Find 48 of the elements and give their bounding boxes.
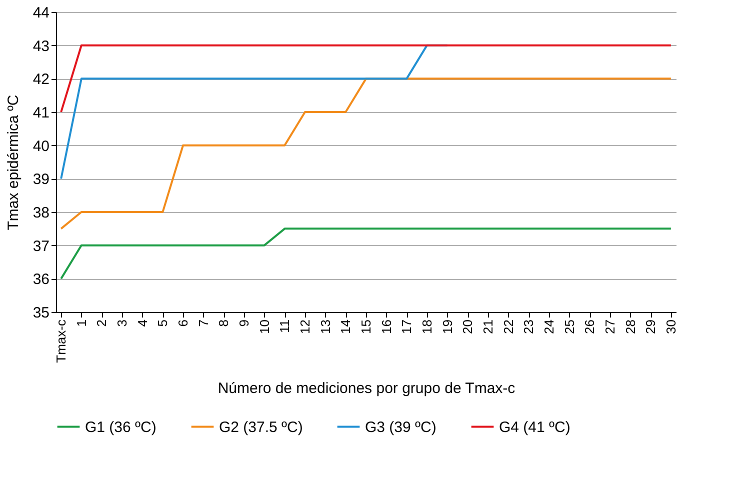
x-tick-label: 7: [196, 320, 211, 327]
x-tick-label: 27: [602, 320, 618, 334]
y-tick-label: 42: [32, 71, 50, 88]
y-tick-label: 44: [32, 4, 50, 22]
y-tick-label: 41: [32, 104, 50, 122]
x-tick-label: 3: [114, 320, 130, 327]
x-tick-label: 9: [236, 320, 252, 327]
x-tick-label: 1: [74, 320, 89, 327]
y-tick-label: 36: [32, 271, 50, 288]
x-tick-label: 30: [663, 320, 678, 334]
y-tick-label: 43: [32, 38, 50, 55]
legend-label: G2 (37.5 ºC): [219, 418, 303, 436]
x-tick-label: 5: [155, 320, 170, 327]
x-tick-label: 17: [399, 320, 414, 334]
x-tick-label: 12: [298, 320, 313, 334]
x-tick-label: 4: [134, 320, 150, 327]
x-tick-label: 25: [562, 320, 577, 334]
x-tick-label: 28: [622, 320, 638, 334]
y-tick-label: 38: [32, 204, 50, 222]
legend-label: G3 (39 ºC): [365, 418, 436, 436]
x-tick-label: 29: [643, 320, 658, 334]
x-tick-label: 6: [176, 320, 191, 327]
x-tick-label: Tmax-c: [54, 319, 69, 363]
y-tick-label: 37: [32, 238, 50, 255]
x-tick-label: 10: [256, 320, 272, 334]
x-tick-label: 23: [521, 320, 536, 334]
y-axis-title: Tmax epidérmica ºC: [4, 94, 22, 230]
y-tick-label: 40: [32, 138, 50, 155]
legend-label: G1 (36 ºC): [85, 418, 156, 436]
x-tick-label: 24: [541, 320, 556, 334]
x-axis-title: Número de mediciones por grupo de Tmax-c: [218, 380, 516, 397]
x-tick-label: 15: [358, 320, 374, 334]
x-tick-label: 26: [582, 320, 598, 334]
line-series: [60, 78, 672, 230]
x-tick-label: 14: [338, 320, 354, 334]
x-tick-label: 18: [419, 320, 434, 334]
y-tick-label: 35: [32, 304, 50, 322]
x-tick-label: 21: [480, 320, 496, 334]
legend-label: G4 (41 ºC): [499, 418, 570, 436]
y-tick-label: 39: [32, 171, 50, 188]
x-tick-label: 22: [500, 320, 516, 334]
x-tick-label: 8: [216, 320, 232, 327]
x-tick-label: 13: [318, 320, 333, 334]
x-tick-label: 19: [440, 320, 455, 334]
x-tick-label: 20: [460, 320, 476, 334]
x-tick-label: 11: [277, 320, 292, 333]
x-tick-label: 16: [378, 320, 394, 334]
x-tick-label: 2: [94, 320, 110, 327]
